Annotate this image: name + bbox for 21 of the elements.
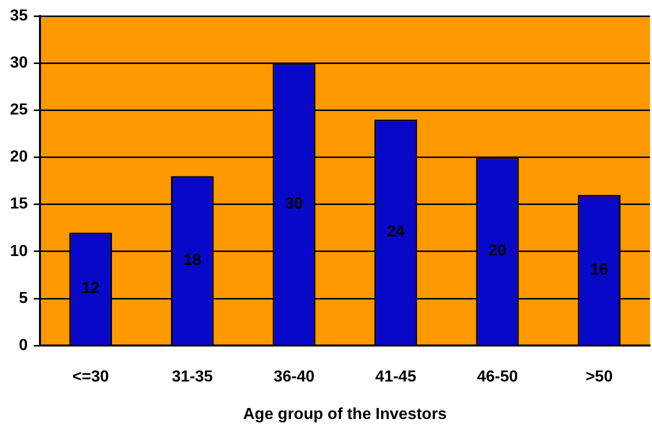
x-axis-title: Age group of the Investors bbox=[243, 406, 447, 423]
data-label: 12 bbox=[82, 280, 100, 298]
y-tick-label: 5 bbox=[18, 290, 28, 307]
data-label: 16 bbox=[590, 261, 608, 278]
y-tick-label: 20 bbox=[10, 148, 28, 166]
x-tick-label: >50 bbox=[586, 368, 613, 386]
data-label: 18 bbox=[183, 252, 202, 269]
data-label: 24 bbox=[386, 224, 405, 241]
x-tick-label: <=30 bbox=[72, 368, 109, 386]
y-tick-label: 25 bbox=[10, 102, 28, 119]
y-tick-label: 10 bbox=[10, 242, 28, 260]
y-tick-label: 35 bbox=[10, 7, 28, 24]
x-tick-label: 46-50 bbox=[476, 368, 518, 386]
y-tick-label: 15 bbox=[10, 196, 28, 213]
data-label: 30 bbox=[285, 195, 304, 212]
x-tick-label: 31-35 bbox=[172, 368, 213, 386]
y-tick-label: 30 bbox=[10, 54, 28, 72]
data-label: 20 bbox=[488, 242, 506, 260]
x-tick-label: 36-40 bbox=[274, 368, 315, 386]
y-tick-label: 0 bbox=[18, 337, 28, 354]
x-tick-label: 41-45 bbox=[375, 368, 416, 386]
